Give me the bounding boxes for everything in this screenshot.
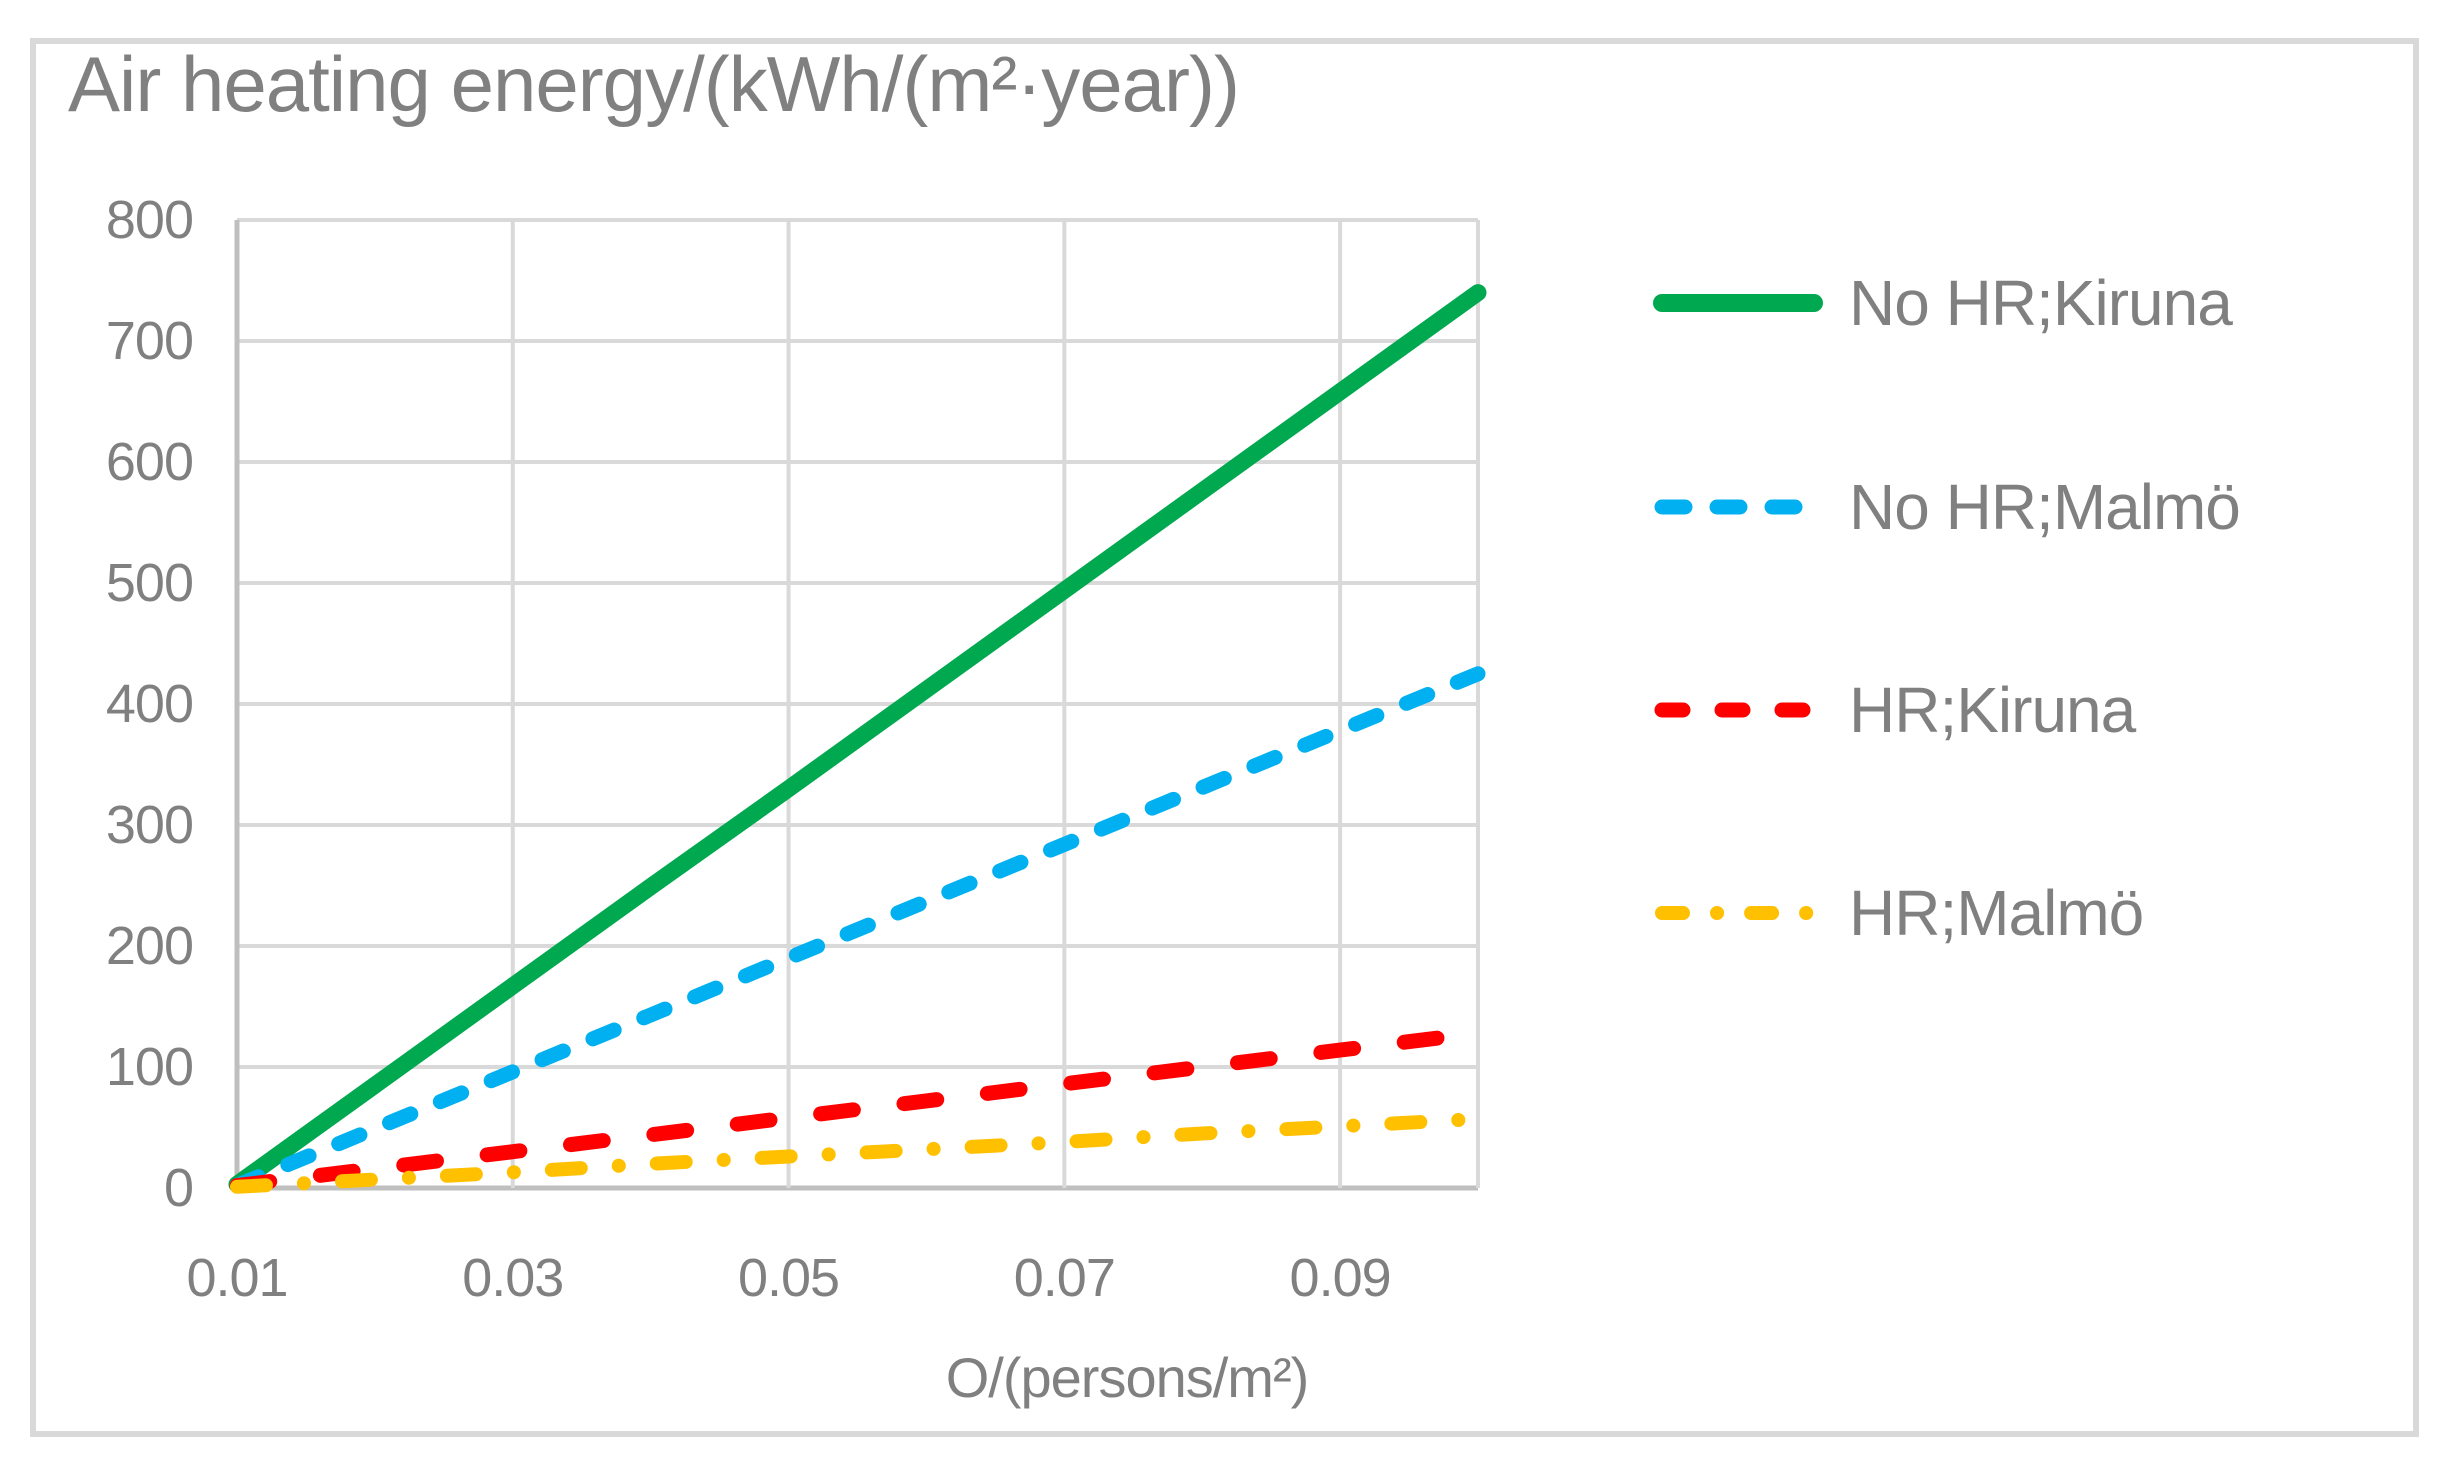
y-tick-label: 300 (105, 795, 194, 855)
legend-line-sample-no-hr-kiruna (1653, 294, 1823, 312)
chart-frame (30, 38, 2419, 1437)
legend-item: HR;Kiruna (1653, 665, 2136, 755)
y-tick-label: 500 (105, 553, 194, 613)
legend-label: HR;Malmö (1849, 877, 2144, 949)
series-line-no-hr-malm- (229, 666, 1486, 1194)
y-tick-label: 0 (163, 1158, 194, 1218)
x-tick-label: 0.03 (462, 1248, 564, 1308)
legend-item: HR;Malmö (1653, 868, 2144, 958)
y-tick-label: 200 (105, 916, 194, 976)
x-tick-label: 0.01 (186, 1248, 288, 1308)
legend-line-sample-no-hr-malm- (1654, 499, 1822, 515)
y-tick-label: 700 (105, 311, 194, 371)
chart-title: Air heating energy/(kWh/(m²·year)) (68, 40, 1240, 128)
series-line-hr-malm- (230, 1112, 1485, 1194)
x-axis-title: O/(persons/m²) (945, 1346, 1310, 1409)
series-line-hr-kiruna (229, 1025, 1486, 1194)
legend-label: HR;Kiruna (1849, 674, 2136, 746)
legend-item: No HR;Malmö (1653, 462, 2241, 552)
y-tick-label: 400 (105, 674, 194, 734)
x-tick-label: 0.05 (737, 1248, 840, 1308)
x-tick-label: 0.07 (1013, 1248, 1116, 1308)
legend-line-sample-hr-malm- (1655, 906, 1821, 920)
x-tick-label: 0.09 (1289, 1248, 1392, 1308)
y-tick-label: 800 (105, 190, 194, 250)
legend-label: No HR;Kiruna (1849, 267, 2233, 339)
legend-item: No HR;Kiruna (1653, 258, 2233, 348)
y-tick-label: 100 (105, 1037, 194, 1097)
legend-line-sample-hr-kiruna (1654, 702, 1822, 718)
y-tick-label: 600 (105, 432, 194, 492)
legend-label: No HR;Malmö (1849, 471, 2241, 543)
series-line-no-hr-kiruna (228, 284, 1487, 1193)
